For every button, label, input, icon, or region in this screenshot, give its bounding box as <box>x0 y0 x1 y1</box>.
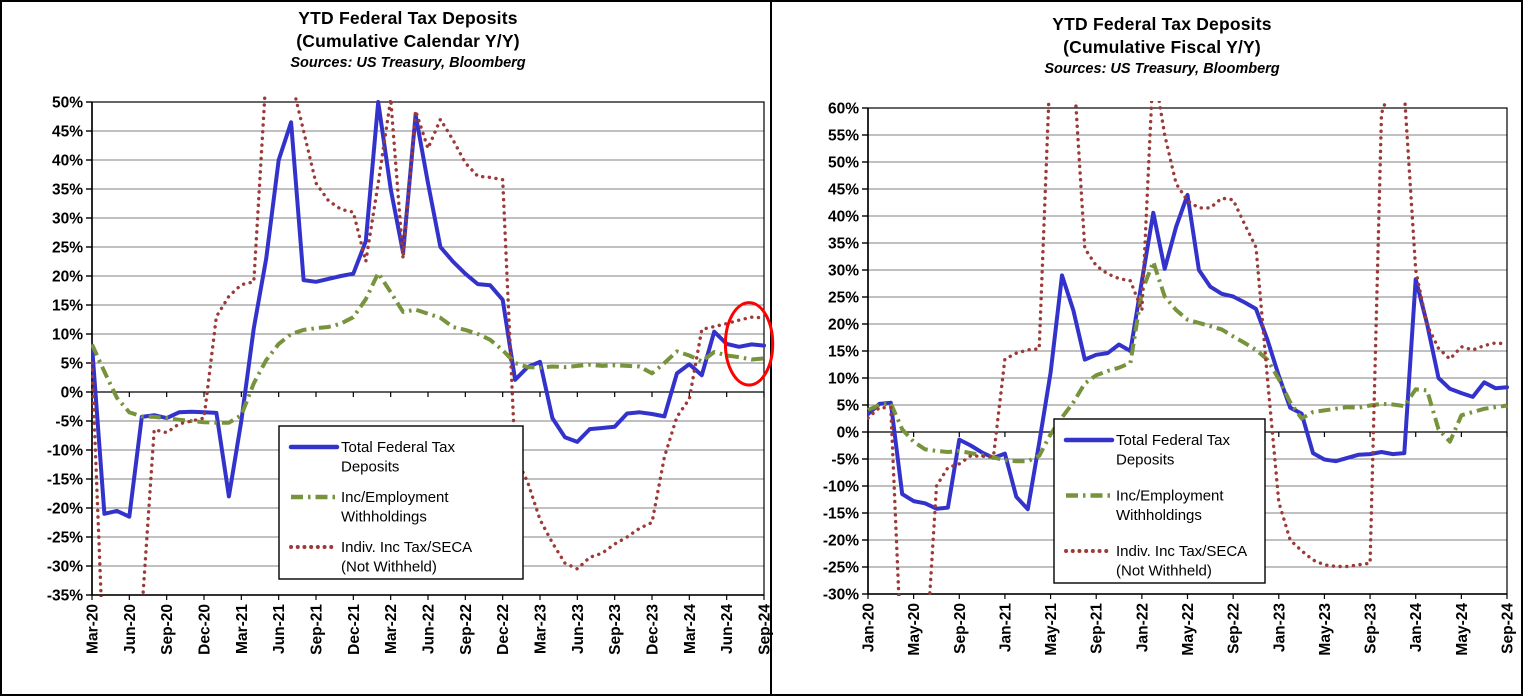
x-tick-label: Jan-24 <box>1408 603 1425 652</box>
series-line-inc-employment-withholdings <box>91 271 765 425</box>
x-tick-label: May-20 <box>906 603 923 656</box>
x-tick-label: Sep-24 <box>1500 603 1517 654</box>
x-tick-label: Sep-23 <box>607 604 624 655</box>
x-tick-label: Mar-21 <box>234 604 251 654</box>
x-tick-label: Mar-23 <box>533 604 550 654</box>
x-tick-label: Sep-23 <box>1363 603 1380 654</box>
y-tick-label: 10% <box>828 370 859 387</box>
y-tick-label: -20% <box>823 532 859 549</box>
x-tick-label: Mar-20 <box>85 604 102 654</box>
y-tick-label: 20% <box>828 316 859 333</box>
x-tick-label: Jan-23 <box>1271 603 1288 652</box>
panel-divider <box>770 2 772 694</box>
x-tick-label: Jan-21 <box>997 603 1014 652</box>
legend-label: Indiv. Inc Tax/SECA <box>341 539 472 556</box>
x-tick-label: Jun-21 <box>271 604 288 654</box>
y-tick-label: -25% <box>47 529 83 546</box>
legend-label: Indiv. Inc Tax/SECA <box>1116 543 1247 560</box>
x-tick-label: May-24 <box>1454 603 1471 656</box>
x-tick-label: May-21 <box>1043 603 1060 656</box>
legend-label: (Not Withheld) <box>1116 563 1212 580</box>
x-tick-label: Jun-20 <box>122 604 139 654</box>
y-tick-label: -15% <box>823 505 859 522</box>
y-tick-label: -5% <box>55 413 83 430</box>
legend-label: Total Federal Tax <box>341 439 455 456</box>
y-tick-label: 10% <box>52 326 83 343</box>
y-tick-label: 45% <box>828 181 859 198</box>
legend: Total Federal Tax Deposits Inc/Employment W… <box>278 425 524 580</box>
x-tick-label: Dec-21 <box>346 604 363 655</box>
y-tick-label: 25% <box>52 239 83 256</box>
y-tick-label: -30% <box>823 586 859 603</box>
y-tick-label: 20% <box>52 268 83 285</box>
x-tick-label: Sep-21 <box>1089 603 1106 654</box>
x-tick-label: Jan-20 <box>861 603 878 652</box>
y-tick-label: 35% <box>828 235 859 252</box>
x-tick-label: Jun-23 <box>570 604 587 654</box>
legend-label: Inc/Employment <box>341 489 449 506</box>
x-tick-label: May-23 <box>1317 603 1334 656</box>
x-tick-label: Dec-23 <box>645 604 662 655</box>
y-tick-label: -10% <box>47 442 83 459</box>
legend-label: Inc/Employment <box>1116 488 1224 505</box>
legend-label: Withholdings <box>1116 507 1202 524</box>
x-tick-label: Sep-20 <box>159 604 176 655</box>
chart-calendar-yoy: 50% 45% 40% 35% 30% 25% 20% 15% 10% 5% 0% -5% -10% -1… <box>47 94 775 655</box>
y-tick-label: -15% <box>47 471 83 488</box>
y-tick-label: 50% <box>52 94 83 111</box>
legend-label: Withholdings <box>341 509 427 526</box>
y-tick-label: 40% <box>52 152 83 169</box>
y-tick-label: 30% <box>52 210 83 227</box>
y-tick-label: 50% <box>828 154 859 171</box>
y-axis-labels: 60% 55% 50% 45% 40% 35% 30% 25% 20% 15% 10% 5% 0% -5%… <box>823 100 868 603</box>
x-tick-label: May-22 <box>1180 603 1197 656</box>
y-tick-label: 15% <box>828 343 859 360</box>
y-tick-label: -20% <box>47 500 83 517</box>
y-tick-label: -30% <box>47 558 83 575</box>
x-tick-label: Sep-22 <box>1226 603 1243 654</box>
legend-label: Deposits <box>1116 452 1174 469</box>
x-tick-label: Mar-22 <box>383 604 400 654</box>
x-tick-label: Jan-22 <box>1134 603 1151 652</box>
highlight-ellipse-annotation <box>723 301 775 387</box>
y-tick-label: 5% <box>837 397 860 414</box>
y-tick-label: 0% <box>61 384 84 401</box>
y-tick-label: -35% <box>47 587 83 604</box>
y-tick-label: 35% <box>52 181 83 198</box>
legend-label: Total Federal Tax <box>1116 432 1230 449</box>
y-tick-label: -5% <box>831 451 859 468</box>
x-tick-label: Dec-22 <box>495 604 512 655</box>
y-tick-label: 0% <box>837 424 860 441</box>
x-tick-label: Mar-24 <box>682 604 699 654</box>
x-axis-labels: Mar-20 Jun-20 Sep-20 Dec-20 Mar-21 Jun-21 Sep-… <box>85 392 774 655</box>
y-tick-label: 60% <box>828 100 859 117</box>
series-line-inc-employment-withholdings <box>867 259 1508 464</box>
y-tick-label: 15% <box>52 297 83 314</box>
x-tick-label: Jun-24 <box>719 604 736 654</box>
y-tick-label: 40% <box>828 208 859 225</box>
legend-label: Deposits <box>341 459 399 476</box>
x-tick-label: Jun-22 <box>421 604 438 654</box>
series-line-total-federal-tax-deposits <box>867 192 1509 512</box>
y-tick-label: 5% <box>61 355 84 372</box>
x-tick-label: Sep-20 <box>952 603 969 654</box>
x-tick-label: Sep-22 <box>458 604 475 655</box>
y-tick-label: -10% <box>823 478 859 495</box>
y-axis-labels: 50% 45% 40% 35% 30% 25% 20% 15% 10% 5% 0% -5% -10% -1… <box>47 94 92 604</box>
y-tick-label: 25% <box>828 289 859 306</box>
y-tick-label: 45% <box>52 123 83 140</box>
legend: Total Federal Tax Deposits Inc/Employment W… <box>1053 418 1266 584</box>
chart-fiscal-yoy: 60% 55% 50% 45% 40% 35% 30% 25% 20% 15% 10% 5% 0% -5%… <box>823 100 1517 656</box>
y-tick-label: 30% <box>828 262 859 279</box>
x-axis-labels: Jan-20 May-20 Sep-20 Jan-21 May-21 Sep-21 Jan-… <box>861 432 1517 656</box>
y-tick-label: -25% <box>823 559 859 576</box>
x-tick-label: Sep-21 <box>309 604 326 655</box>
x-tick-label: Dec-20 <box>197 604 214 655</box>
y-tick-label: 55% <box>828 127 859 144</box>
x-tick-label: Sep-24 <box>757 604 774 655</box>
legend-label: (Not Withheld) <box>341 559 437 576</box>
